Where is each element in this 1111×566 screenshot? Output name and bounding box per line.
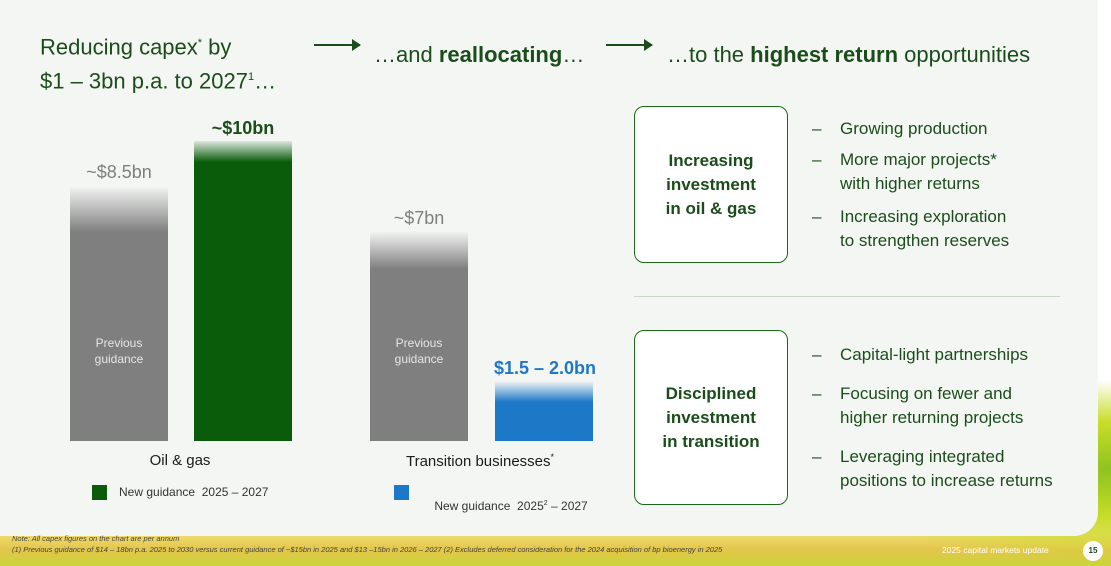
box1-line1: Increasing <box>668 150 754 170</box>
box2-line2: investment <box>666 407 756 427</box>
dash: – <box>812 119 822 138</box>
legend-swatch-blue <box>394 485 409 500</box>
transition-box-title: Disciplined investment in transition <box>662 382 759 454</box>
note-line1: Note: All capex figures on the chart are… <box>12 534 180 543</box>
middle-bold: reallocating <box>438 42 563 67</box>
legend-oil-gas: New guidance 2025 – 2027 <box>119 485 269 499</box>
bullet-text: More major projects* <box>840 150 997 169</box>
transition-new-bar <box>495 381 593 441</box>
oil-gas-category-label: Oil & gas <box>149 452 211 469</box>
prev-line2: guidance <box>394 352 444 366</box>
content-panel <box>0 0 1098 536</box>
bullet-text: Leveraging integrated <box>840 447 1005 466</box>
bullet-text-line2: with higher returns <box>840 174 980 193</box>
dash: – <box>812 345 822 364</box>
oil-prev-guidance-label: Previous guidance <box>70 335 168 367</box>
bullet-text: Capital-light partnerships <box>840 345 1029 364</box>
oil-new-value-label: ~$10bn <box>211 118 275 138</box>
capex-bar-chart: ~$8.5bn ~$10bn ~$7bn $1.5 – 2.0bn Previo… <box>70 118 597 513</box>
bullet-text: Growing production <box>840 119 988 138</box>
oil-prev-value-label: ~$8.5bn <box>86 162 152 182</box>
section-divider <box>634 296 1060 297</box>
prev-line1: Previous <box>95 336 143 350</box>
dash: – <box>812 207 822 226</box>
title-part2: by <box>202 34 232 60</box>
oil-gas-investment-box: Increasing investment in oil & gas <box>634 106 788 263</box>
title-line2-end: … <box>254 68 277 94</box>
legend-swatch-green <box>92 485 107 500</box>
title-sup: * <box>197 37 203 49</box>
page-title: Reducing capex* by $1 – 3bn p.a. to 2027… <box>40 28 276 97</box>
oil-gas-new-bar <box>194 141 292 441</box>
box1-line3: in oil & gas <box>665 198 757 218</box>
title-part1: Reducing capex <box>40 34 198 60</box>
reallocating-text: …and reallocating… <box>374 42 584 68</box>
transition-category-label: Transition businesses* <box>380 452 580 470</box>
highest-return-text: …to the highest return opportunities <box>667 42 1030 68</box>
transition-new-value-label: $1.5 – 2.0bn <box>493 358 597 378</box>
oil-gas-previous-bar <box>70 186 168 441</box>
bullet-text-line2: higher returning projects <box>840 408 1024 427</box>
prev-line1: Previous <box>395 336 443 350</box>
transition-sup: * <box>550 452 555 462</box>
dash: – <box>812 384 822 403</box>
right-suffix: opportunities <box>898 42 1031 67</box>
footer-text: 2025 capital markets update <box>942 545 1049 555</box>
page-number: 15 <box>1083 541 1103 561</box>
middle-prefix: …and <box>374 42 439 67</box>
transition-prev-guidance-label: Previous guidance <box>370 335 468 367</box>
bullet-text: Focusing on fewer and <box>840 384 1012 403</box>
box2-line1: Disciplined <box>665 383 757 403</box>
title-line2-sup: 1 <box>247 71 255 84</box>
oil-gas-box-title: Increasing investment in oil & gas <box>666 149 757 221</box>
legend-transition: New guidance 20252 – 2027 <box>421 485 588 527</box>
dash: – <box>812 447 822 466</box>
title-line2: $1 – 3bn p.a. to 2027 <box>40 68 248 94</box>
middle-suffix: … <box>562 42 585 67</box>
legend-transition-sup: 2 <box>543 500 548 507</box>
bullet-text: Increasing exploration <box>840 207 1007 226</box>
transition-name: Transition businesses <box>405 453 551 470</box>
legend-transition-prefix: New guidance 2025 <box>434 499 544 513</box>
transition-investment-box: Disciplined investment in transition <box>634 330 788 505</box>
note-line2: (1) Previous guidance of $14 – 18bn p.a.… <box>12 545 723 554</box>
legend-transition-suffix: – 2027 <box>547 499 588 513</box>
chart-svg <box>70 141 593 441</box>
box2-line3: in transition <box>662 431 760 451</box>
transition-prev-value-label: ~$7bn <box>393 208 445 228</box>
right-bold: highest return <box>750 42 899 67</box>
arrow-right-icon <box>606 39 653 51</box>
transition-previous-bar <box>370 231 468 441</box>
dash: – <box>812 150 822 169</box>
right-prefix: …to the <box>667 42 751 67</box>
bullet-text-line2: positions to increase returns <box>840 471 1053 490</box>
box1-line2: investment <box>666 174 756 194</box>
prev-line2: guidance <box>94 352 144 366</box>
arrow-right-icon <box>314 39 361 51</box>
bullet-text-line2: to strengthen reserves <box>840 231 1010 250</box>
